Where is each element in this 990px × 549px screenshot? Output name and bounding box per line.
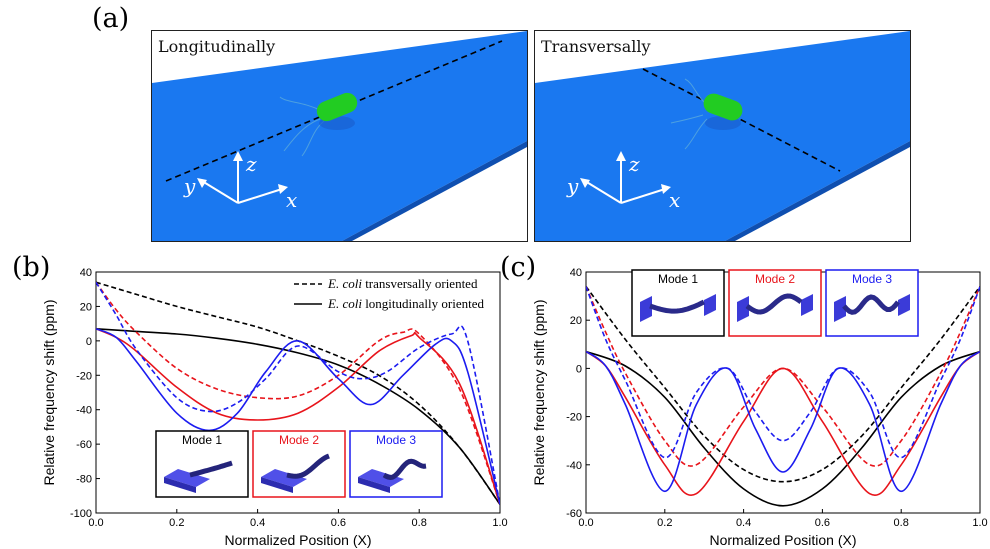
cantilever-edge <box>342 141 527 241</box>
scene-longitudinal-illustration: z x y <box>152 31 527 241</box>
y-tick-label: -40 <box>76 405 92 417</box>
series-mode1-solid <box>96 328 500 505</box>
orientation-line <box>642 68 841 172</box>
xyz-axes-icon: z x y <box>183 151 297 212</box>
scene-transversal-illustration: z x y <box>535 31 910 241</box>
series-mode2-solid <box>96 328 500 505</box>
panel-label-c: (c) <box>500 252 537 283</box>
y-tick-label: 0 <box>86 336 92 348</box>
xyz-axes-icon: z x y <box>566 151 680 212</box>
cantilever-surface <box>152 31 527 241</box>
legend-entry: E. coli longitudinally oriented <box>327 296 484 311</box>
y-tick-label: -20 <box>76 370 92 382</box>
x-tick-label: 0.0 <box>88 517 103 529</box>
beam-mode-icon <box>164 460 233 493</box>
inset-mode-1-label: Mode 1 <box>182 433 222 447</box>
inset-mode-3-label: Mode 3 <box>852 272 892 286</box>
x-tick-label: 0.8 <box>412 517 427 529</box>
y-tick-label: -20 <box>566 412 582 424</box>
y-tick-label: 20 <box>570 315 582 327</box>
x-axis-label: x <box>286 188 297 212</box>
x-axis-label: x <box>669 188 680 212</box>
y-axis-title: Relative frequency shift (ppm) <box>531 300 547 486</box>
y-tick-label: 20 <box>80 301 92 313</box>
scene-title: Longitudinally <box>158 37 276 56</box>
series-mode2-dashed <box>96 281 500 505</box>
x-tick-label: 0.8 <box>894 517 909 529</box>
x-tick-label: 0.6 <box>815 517 830 529</box>
beam-mode-icon <box>261 453 330 493</box>
y-tick-label: 40 <box>570 267 582 279</box>
x-tick-label: 0.4 <box>250 517 265 529</box>
x-tick-label: 0.0 <box>578 517 593 529</box>
x-axis-title: Normalized Position (X) <box>709 532 856 548</box>
plot-frame <box>95 271 501 514</box>
series-mode3-solid <box>96 328 500 505</box>
series-mode3-dashed <box>96 281 500 505</box>
beam-mode-icon <box>640 294 716 322</box>
legend-entry: E. coli transversally oriented <box>327 276 478 291</box>
y-tick-label: -80 <box>76 474 92 486</box>
inset-mode-3-label: Mode 3 <box>376 433 416 447</box>
y-tick-label: -60 <box>76 439 92 451</box>
x-tick-label: 0.2 <box>657 517 672 529</box>
panel-label-b: (b) <box>12 252 51 283</box>
scene-title: Transversally <box>541 37 651 56</box>
series-mode1-dashed <box>586 286 980 483</box>
series-group <box>96 281 500 505</box>
y-axis-title: Relative frequency shift (ppm) <box>41 300 57 486</box>
x-tick-label: 0.2 <box>169 517 184 529</box>
chart-b: 0.0 0.2 0.4 0.6 0.8 1.0 -100 -80 -60 -40 -20 0 20 40 N… <box>41 267 508 548</box>
y-tick-label: 0 <box>576 363 582 375</box>
bacterium-icon <box>279 92 358 157</box>
series-mode1-solid <box>586 350 980 507</box>
series-mode3-dashed <box>586 286 980 459</box>
inset-mode-3 <box>349 430 443 498</box>
beam-mode-icon <box>737 293 813 322</box>
y-tick-label: 40 <box>80 267 92 279</box>
x-tick-label: 1.0 <box>492 517 507 529</box>
y-axis-label: y <box>183 174 196 198</box>
x-tick-label: 0.4 <box>736 517 751 529</box>
series-mode2-solid <box>586 350 980 496</box>
inset-mode-2 <box>252 430 346 498</box>
inset-mode-1 <box>155 430 249 498</box>
series-mode3-solid <box>586 350 980 493</box>
y-tick-label: -60 <box>566 508 582 520</box>
cantilever-edge <box>725 141 910 241</box>
cantilever-surface <box>535 31 910 241</box>
z-axis-label: z <box>245 152 257 176</box>
inset-mode-2-label: Mode 2 <box>279 433 319 447</box>
scene-transversal: z x y Transversally <box>534 30 911 242</box>
x-tick-label: 0.6 <box>331 517 346 529</box>
bacterium-icon <box>670 78 743 150</box>
chart-c: 0.0 0.2 0.4 0.6 0.8 1.0 -60 -40 -20 0 20 40 Normaliz… <box>531 267 988 548</box>
y-axis-label: y <box>566 174 579 198</box>
series-group <box>586 286 980 507</box>
inset-mode-1-label: Mode 1 <box>658 272 698 286</box>
scene-longitudinal: z x y Longitudinally <box>151 30 528 242</box>
x-axis-title: Normalized Position (X) <box>224 532 371 548</box>
beam-mode-icon <box>834 294 910 322</box>
x-tick-label: 1.0 <box>972 517 987 529</box>
z-axis-label: z <box>628 152 640 176</box>
y-tick-label: -100 <box>70 508 92 520</box>
inset-mode-2-label: Mode 2 <box>755 272 795 286</box>
beam-mode-icon <box>358 458 427 493</box>
panel-label-a: (a) <box>92 3 130 34</box>
y-tick-label: -40 <box>566 460 582 472</box>
